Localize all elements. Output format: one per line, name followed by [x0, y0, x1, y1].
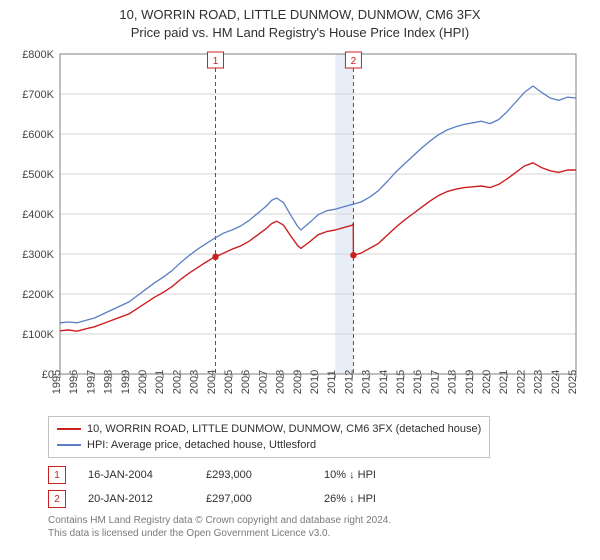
- svg-text:2008: 2008: [275, 370, 287, 394]
- svg-text:2004: 2004: [206, 370, 218, 394]
- svg-text:£600K: £600K: [22, 129, 54, 141]
- svg-text:2014: 2014: [378, 370, 390, 394]
- svg-text:£700K: £700K: [22, 89, 54, 101]
- table-row: 2 20-JAN-2012 £297,000 26% ↓ HPI: [48, 490, 588, 508]
- title-line-1: 10, WORRIN ROAD, LITTLE DUNMOW, DUNMOW, …: [0, 6, 600, 24]
- svg-text:2010: 2010: [309, 370, 321, 394]
- svg-text:2018: 2018: [447, 370, 459, 394]
- svg-text:1: 1: [213, 56, 219, 67]
- svg-text:£500K: £500K: [22, 169, 54, 181]
- legend-swatch: [57, 428, 81, 430]
- legend-label: 10, WORRIN ROAD, LITTLE DUNMOW, DUNMOW, …: [87, 421, 481, 437]
- footer-attribution: Contains HM Land Registry data © Crown c…: [48, 514, 588, 540]
- svg-text:2006: 2006: [240, 370, 252, 394]
- sale-price: £293,000: [206, 469, 302, 481]
- title-line-2: Price paid vs. HM Land Registry's House …: [0, 24, 600, 42]
- sales-table: 1 16-JAN-2004 £293,000 10% ↓ HPI 2 20-JA…: [48, 466, 588, 508]
- footer-line-1: Contains HM Land Registry data © Crown c…: [48, 514, 588, 527]
- sale-date: 20-JAN-2012: [88, 493, 184, 505]
- svg-text:2005: 2005: [223, 370, 235, 394]
- legend-item: 10, WORRIN ROAD, LITTLE DUNMOW, DUNMOW, …: [57, 421, 481, 437]
- svg-text:1996: 1996: [68, 370, 80, 394]
- svg-text:£300K: £300K: [22, 249, 54, 261]
- svg-text:£200K: £200K: [22, 289, 54, 301]
- svg-text:2: 2: [351, 56, 357, 67]
- svg-text:2016: 2016: [412, 370, 424, 394]
- svg-text:2001: 2001: [154, 370, 166, 394]
- table-row: 1 16-JAN-2004 £293,000 10% ↓ HPI: [48, 466, 588, 484]
- svg-text:£400K: £400K: [22, 209, 54, 221]
- sale-date: 16-JAN-2004: [88, 469, 184, 481]
- svg-text:2007: 2007: [257, 370, 269, 394]
- svg-text:2022: 2022: [515, 370, 527, 394]
- svg-text:2024: 2024: [550, 370, 562, 394]
- sale-marker-box: 2: [48, 490, 66, 508]
- line-chart-svg: £0£100K£200K£300K£400K£500K£600K£700K£80…: [12, 50, 588, 410]
- svg-text:1997: 1997: [85, 370, 97, 394]
- sale-marker-box: 1: [48, 466, 66, 484]
- svg-text:2019: 2019: [464, 370, 476, 394]
- svg-text:2023: 2023: [533, 370, 545, 394]
- svg-text:2015: 2015: [395, 370, 407, 394]
- svg-text:1998: 1998: [103, 370, 115, 394]
- svg-text:2009: 2009: [292, 370, 304, 394]
- svg-text:£100K: £100K: [22, 329, 54, 341]
- svg-text:1995: 1995: [51, 370, 63, 394]
- svg-text:2025: 2025: [567, 370, 579, 394]
- chart-title-block: 10, WORRIN ROAD, LITTLE DUNMOW, DUNMOW, …: [0, 0, 600, 42]
- svg-text:2012: 2012: [343, 370, 355, 394]
- legend: 10, WORRIN ROAD, LITTLE DUNMOW, DUNMOW, …: [48, 416, 490, 458]
- svg-text:£800K: £800K: [22, 50, 54, 61]
- svg-text:2021: 2021: [498, 370, 510, 394]
- sale-delta: 26% ↓ HPI: [324, 493, 420, 505]
- svg-text:2020: 2020: [481, 370, 493, 394]
- svg-text:1999: 1999: [120, 370, 132, 394]
- legend-swatch: [57, 444, 81, 446]
- legend-item: HPI: Average price, detached house, Uttl…: [57, 437, 481, 453]
- svg-text:2013: 2013: [361, 370, 373, 394]
- sale-delta: 10% ↓ HPI: [324, 469, 420, 481]
- svg-text:2000: 2000: [137, 370, 149, 394]
- chart-area: £0£100K£200K£300K£400K£500K£600K£700K£80…: [12, 50, 588, 410]
- sale-price: £297,000: [206, 493, 302, 505]
- legend-label: HPI: Average price, detached house, Uttl…: [87, 437, 316, 453]
- svg-text:2002: 2002: [171, 370, 183, 394]
- footer-line-2: This data is licensed under the Open Gov…: [48, 527, 588, 540]
- svg-text:2017: 2017: [429, 370, 441, 394]
- svg-text:2003: 2003: [189, 370, 201, 394]
